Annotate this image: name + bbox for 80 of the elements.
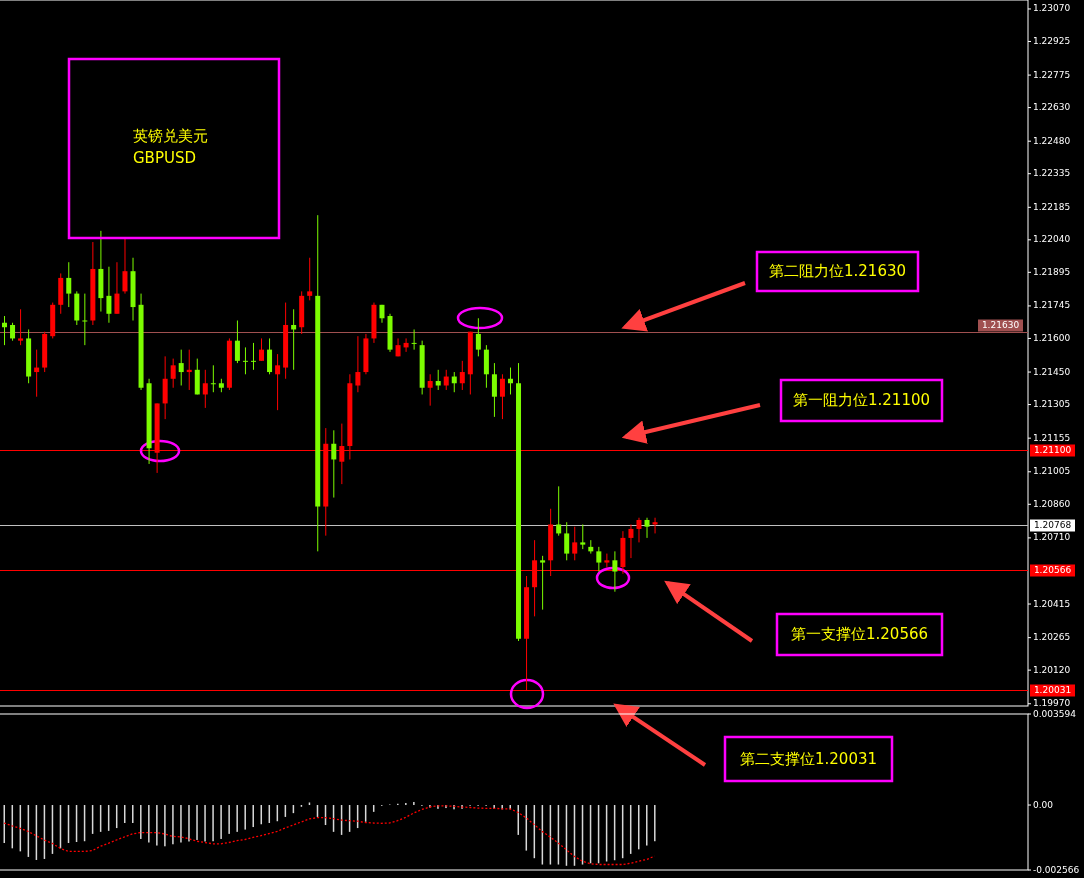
candlestick xyxy=(556,485,562,537)
candlestick xyxy=(275,353,281,411)
candlestick xyxy=(2,315,8,346)
candlestick xyxy=(507,367,513,395)
candlestick xyxy=(250,342,256,371)
y-tick-label: 1.22335 xyxy=(1033,168,1071,179)
y-tick-label: 1.22185 xyxy=(1033,201,1071,212)
candlestick xyxy=(291,308,297,371)
candlestick xyxy=(66,261,72,308)
text: GBPUSD xyxy=(133,149,197,167)
annotation: 第二支撑位1.20031 xyxy=(739,749,878,768)
annotation: 第一阻力位1.21100 xyxy=(792,391,931,409)
candlestick xyxy=(242,346,248,375)
candlestick xyxy=(572,526,578,561)
annotation: 第二阻力位1.21630 xyxy=(768,262,907,280)
candlestick xyxy=(628,523,634,559)
candlestick xyxy=(612,550,618,593)
y-tick-label: 1.21305 xyxy=(1033,399,1071,410)
y-tick-label: 0.003594 xyxy=(1033,708,1077,719)
ref-line-label: 1.20031 xyxy=(1033,685,1072,695)
y-tick-label: 1.22925 xyxy=(1033,35,1071,46)
candlestick xyxy=(459,360,465,391)
ref-line-label: 1.20566 xyxy=(1033,565,1072,575)
y-tick-label: 1.20710 xyxy=(1033,532,1071,543)
y-tick-label: 1.22480 xyxy=(1033,135,1071,146)
candlestick xyxy=(564,521,570,561)
candlestick xyxy=(186,349,192,391)
candlestick xyxy=(540,555,546,611)
candlestick xyxy=(411,328,417,351)
y-tick-label: 1.21155 xyxy=(1033,432,1071,443)
candlestick xyxy=(202,369,208,409)
candlestick xyxy=(491,362,497,418)
candlestick xyxy=(355,335,361,393)
y-tick-label: 1.20415 xyxy=(1033,598,1071,609)
y-tick-label: 1.20265 xyxy=(1033,632,1071,643)
text: 英镑兑美元 xyxy=(133,127,208,145)
line-series xyxy=(3,805,656,866)
ref-line-label: 1.21630 xyxy=(981,320,1020,330)
ref-line-label: 1.21100 xyxy=(1033,445,1072,455)
candlestick xyxy=(604,553,610,568)
candlestick xyxy=(34,349,40,398)
candlestick xyxy=(170,358,176,389)
candlestick xyxy=(580,523,586,550)
candlestick xyxy=(475,317,481,357)
candlestick xyxy=(652,517,658,534)
candlestick xyxy=(403,337,409,353)
candlestick xyxy=(331,429,337,499)
y-tick-label: 1.20120 xyxy=(1033,664,1071,675)
candlestick xyxy=(106,266,112,324)
y-tick-label: -0.002566 xyxy=(1033,864,1080,875)
candlestick xyxy=(234,320,240,364)
ref-line-label: 1.20768 xyxy=(1033,520,1072,530)
candlestick xyxy=(114,261,120,315)
candlestick xyxy=(636,517,642,543)
candlestick xyxy=(82,293,88,346)
candlestick xyxy=(122,237,128,295)
candlestick xyxy=(427,373,433,407)
y-tick-label: 1.21450 xyxy=(1033,366,1071,377)
y-tick-label: 1.22775 xyxy=(1033,69,1071,80)
y-tick-label: 1.23070 xyxy=(1033,3,1071,14)
candlestick xyxy=(18,308,24,346)
y-tick-label: 1.19970 xyxy=(1033,698,1071,709)
candlestick xyxy=(178,349,184,386)
candlestick xyxy=(267,337,273,375)
y-tick-label: 1.21600 xyxy=(1033,332,1071,343)
candlestick xyxy=(644,517,650,539)
y-tick-label: 1.21745 xyxy=(1033,300,1071,311)
candlestick xyxy=(259,337,265,362)
y-tick-label: 1.21895 xyxy=(1033,266,1071,277)
y-tick-label: 1.20860 xyxy=(1033,498,1071,509)
y-tick-label: 1.22040 xyxy=(1033,234,1071,245)
annotation: 第一支撑位1.20566 xyxy=(790,625,929,643)
candlestick xyxy=(307,257,313,301)
candlestick xyxy=(210,364,216,393)
candlestick xyxy=(499,373,505,420)
candlestick xyxy=(435,369,441,391)
y-tick-label: 0.00 xyxy=(1033,799,1054,810)
y-tick-label: 1.21005 xyxy=(1033,466,1071,477)
y-tick-label: 1.22630 xyxy=(1033,102,1071,113)
candlestick xyxy=(596,546,602,573)
